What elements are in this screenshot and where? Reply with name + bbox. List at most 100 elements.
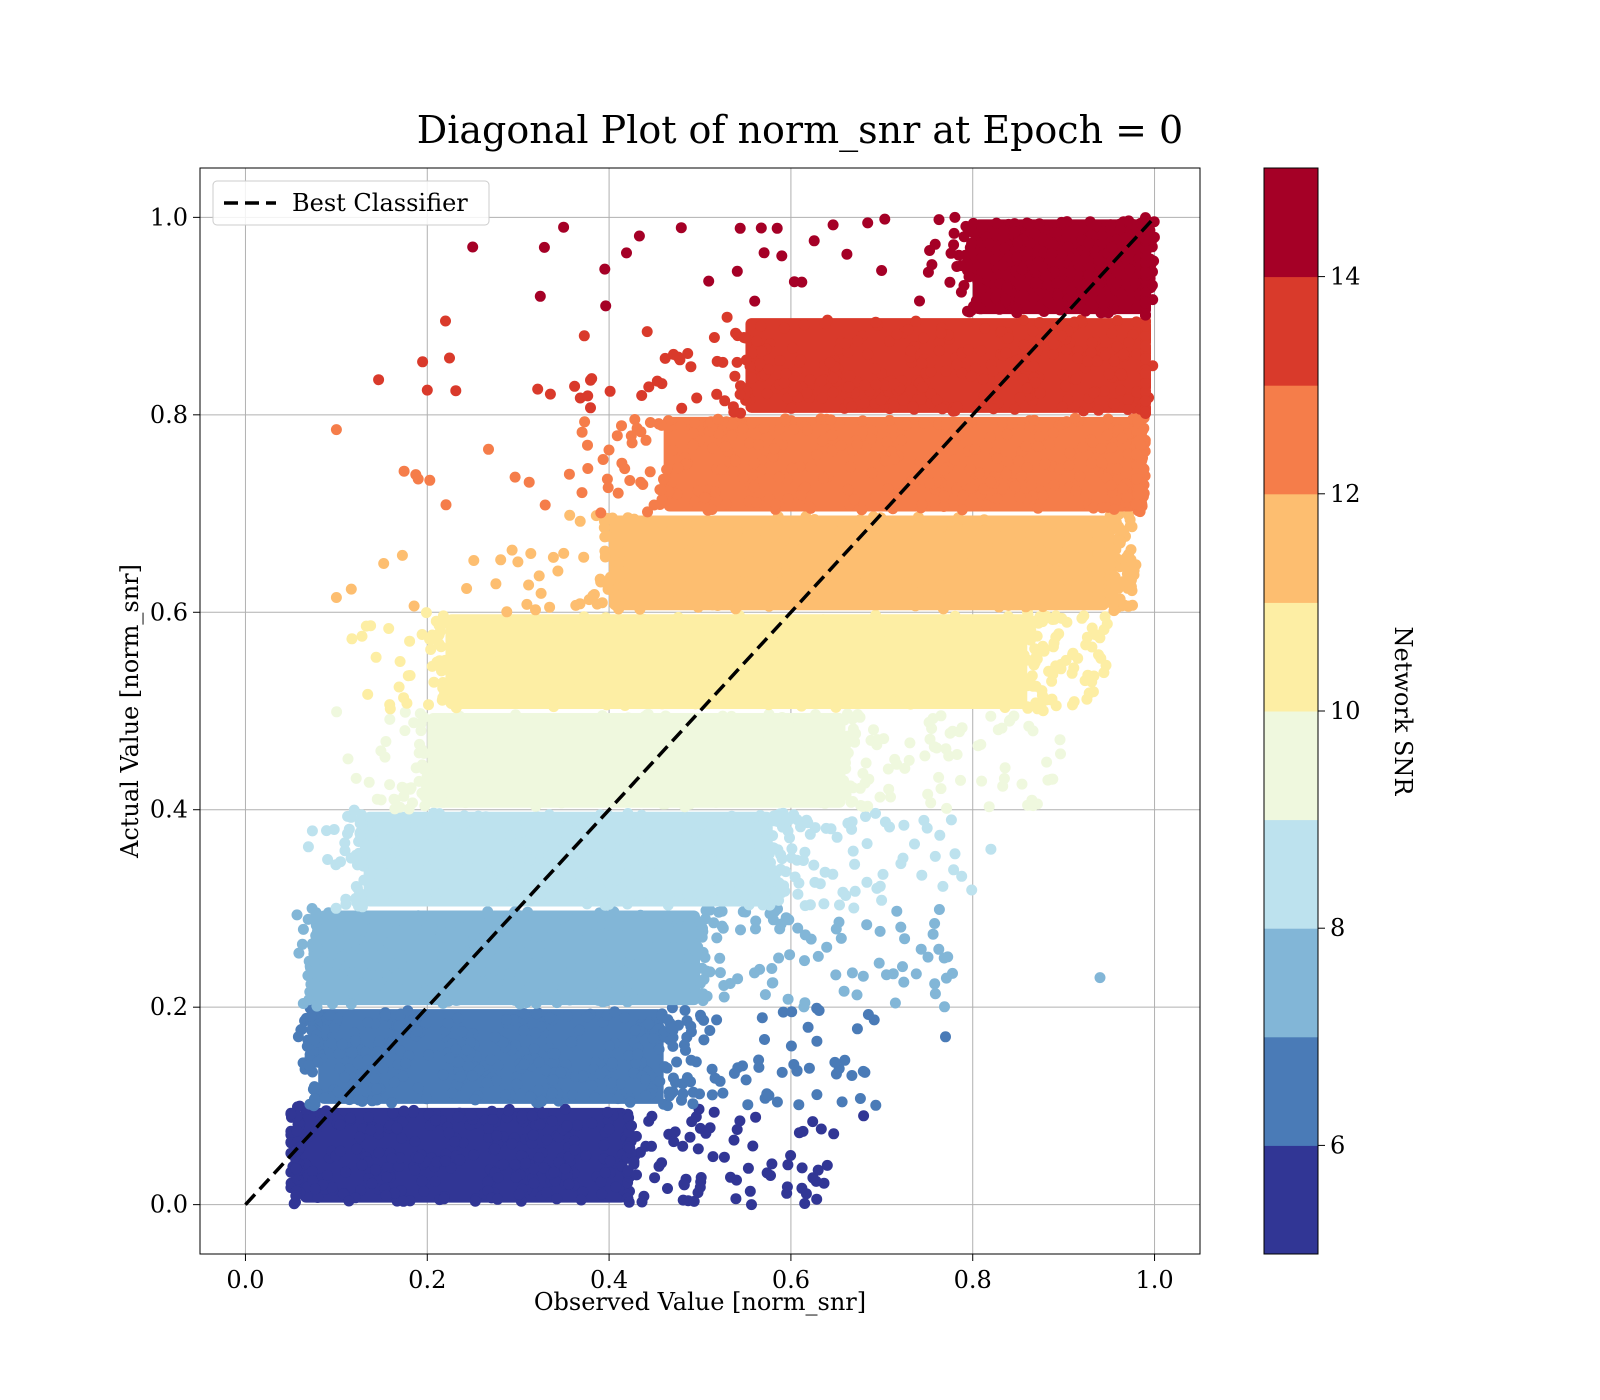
scatter-point <box>800 511 812 523</box>
scatter-point <box>692 485 704 497</box>
scatter-point <box>989 581 1000 593</box>
scatter-point <box>559 1103 571 1115</box>
scatter-point <box>517 846 529 858</box>
scatter-point <box>600 612 612 624</box>
scatter-point <box>307 1175 319 1187</box>
scatter-point <box>443 1127 455 1139</box>
scatter-point <box>931 394 943 406</box>
scatter-point <box>975 303 987 315</box>
scatter-point <box>398 465 410 477</box>
scatter-point <box>698 1014 710 1026</box>
scatter-point <box>599 551 611 563</box>
scatter-point <box>935 327 947 339</box>
scatter-point <box>668 1136 680 1148</box>
scatter-point <box>623 1196 635 1208</box>
scatter-point <box>641 813 652 825</box>
scatter-point <box>663 786 675 797</box>
scatter-point <box>417 831 429 843</box>
scatter-point <box>785 402 797 414</box>
scatter-point <box>538 241 550 253</box>
scatter-point <box>923 716 935 728</box>
scatter-point <box>516 620 528 632</box>
scatter-point <box>1069 412 1081 424</box>
scatter-point <box>1140 340 1151 352</box>
scatter-point <box>348 804 360 816</box>
scatter-point <box>544 1012 556 1024</box>
scatter-point <box>404 635 416 647</box>
scatter-point <box>1027 325 1039 337</box>
scatter-point <box>1022 628 1034 640</box>
scatter-point <box>848 494 860 506</box>
scatter-point <box>443 772 455 784</box>
scatter-point <box>897 394 909 406</box>
scatter-point <box>537 1107 549 1119</box>
scatter-point <box>831 724 843 736</box>
scatter-point <box>893 649 905 661</box>
scatter-point <box>607 791 619 803</box>
scatter-point <box>861 838 873 850</box>
scatter-point <box>577 765 589 777</box>
scatter-point <box>609 1006 621 1018</box>
scatter-point <box>690 675 702 687</box>
scatter-point <box>534 1118 546 1130</box>
scatter-point <box>436 918 448 929</box>
scatter-point <box>941 802 953 814</box>
scatter-point <box>528 745 539 756</box>
scatter-point <box>732 973 744 985</box>
scatter-point <box>1112 315 1123 326</box>
colorbar-segment <box>1264 168 1318 278</box>
scatter-point <box>364 830 376 841</box>
scatter-point <box>576 426 588 438</box>
scatter-point <box>655 484 667 496</box>
scatter-point <box>507 930 519 942</box>
scatter-point <box>833 663 845 675</box>
scatter-point <box>631 1169 642 1181</box>
scatter-point <box>740 1074 752 1086</box>
scatter-point <box>644 417 656 428</box>
scatter-point <box>945 247 957 259</box>
scatter-point <box>624 865 636 877</box>
scatter-point <box>361 977 373 989</box>
scatter-point <box>924 356 936 368</box>
scatter-point <box>743 899 755 911</box>
scatter-point <box>584 812 596 824</box>
scatter-point <box>852 335 863 347</box>
scatter-point <box>911 538 923 550</box>
scatter-point <box>659 937 671 949</box>
scatter-point <box>1116 432 1128 444</box>
scatter-point <box>852 637 864 649</box>
scatter-point <box>747 468 759 480</box>
scatter-point <box>802 1021 814 1033</box>
scatter-point <box>932 660 944 672</box>
scatter-point <box>526 1138 538 1149</box>
scatter-point <box>392 948 404 960</box>
scatter-point <box>993 601 1005 613</box>
scatter-point <box>581 689 593 701</box>
scatter-point <box>957 489 969 501</box>
scatter-point <box>751 335 763 347</box>
scatter-point <box>793 1099 805 1111</box>
scatter-point <box>962 344 974 356</box>
scatter-point <box>732 1062 744 1074</box>
scatter-point <box>654 1075 666 1087</box>
scatter-point <box>857 1065 869 1077</box>
scatter-point <box>520 953 532 965</box>
scatter-point <box>825 414 837 426</box>
scatter-point <box>745 418 757 430</box>
scatter-point <box>551 626 563 638</box>
scatter-point <box>805 933 817 945</box>
scatter-point <box>458 618 470 630</box>
scatter-point <box>869 363 881 375</box>
scatter-point <box>744 1185 756 1197</box>
scatter-point <box>998 225 1010 237</box>
scatter-point <box>933 336 945 348</box>
scatter-point <box>585 733 597 745</box>
scatter-point <box>622 912 634 924</box>
scatter-point <box>366 1177 378 1189</box>
scatter-point <box>710 867 722 879</box>
scatter-point <box>309 1183 321 1195</box>
x-tick-label: 0.0 <box>226 1266 264 1294</box>
scatter-point <box>646 1140 657 1152</box>
scatter-point <box>717 751 729 762</box>
y-axis-label: Actual Value [norm_snr] <box>116 564 144 859</box>
